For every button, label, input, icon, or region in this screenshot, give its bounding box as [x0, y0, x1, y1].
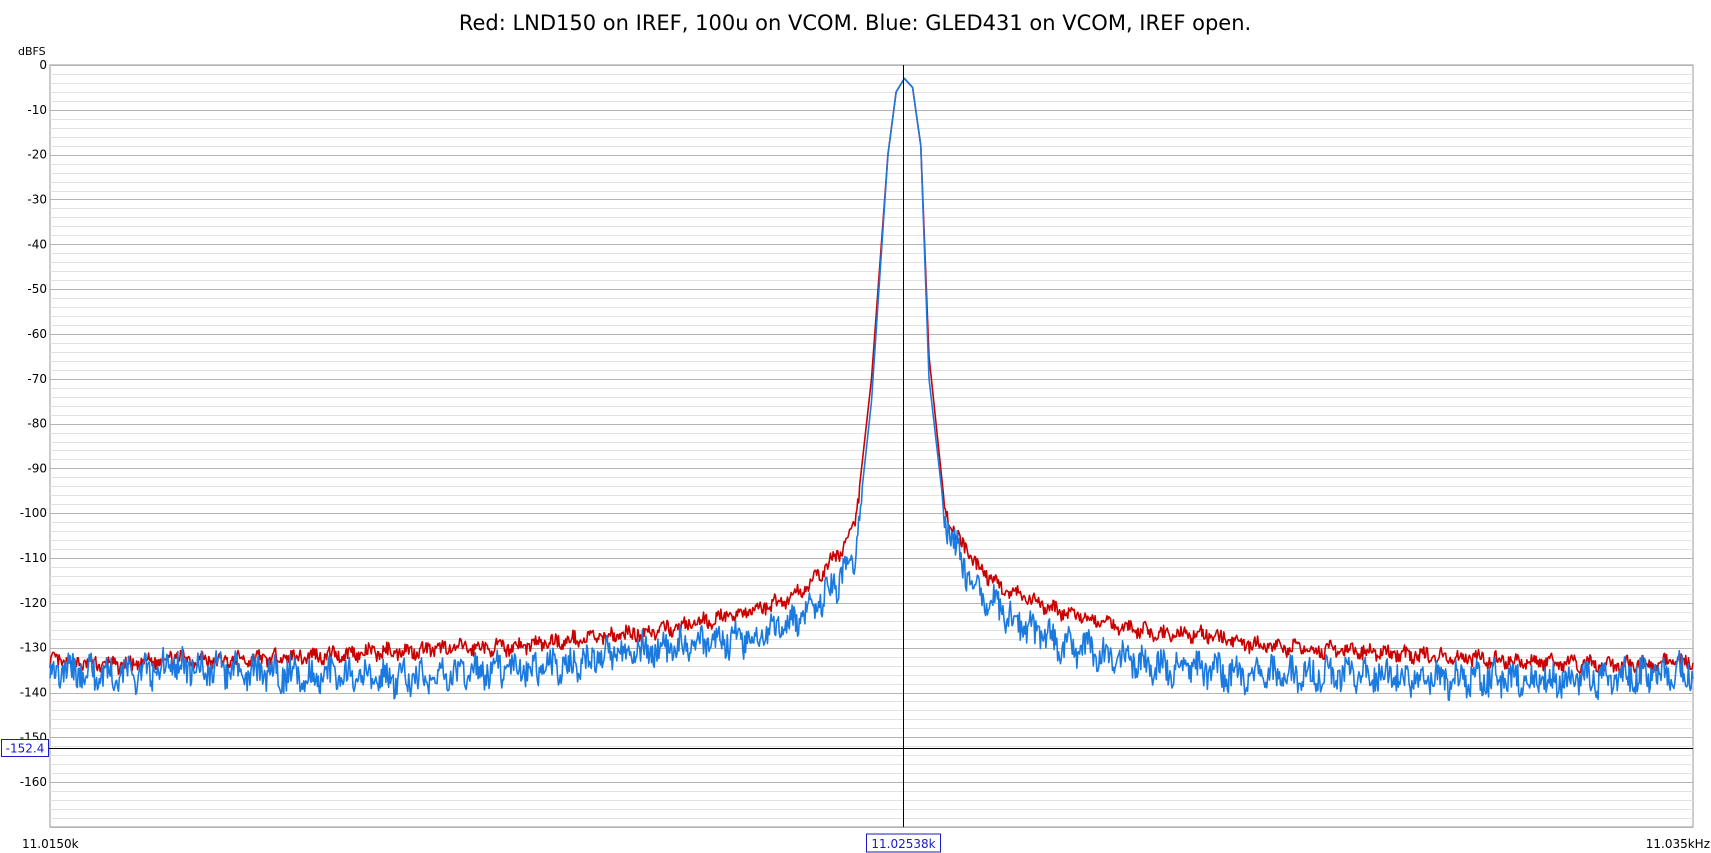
series-red-line	[49, 77, 1694, 676]
y-tick-label: -10	[27, 103, 47, 117]
y-tick-label: -160	[20, 775, 47, 789]
plot-area	[49, 64, 1694, 828]
x-axis-max-label: 11.035kHz	[1646, 837, 1710, 851]
cursor-x-readout-box	[866, 833, 941, 853]
x-axis-min-label: 11.0150k	[22, 837, 79, 851]
y-tick-label: -50	[27, 282, 47, 296]
y-tick-label: -40	[27, 237, 47, 251]
y-tick-label: -20	[27, 148, 47, 162]
y-tick-label: -120	[20, 596, 47, 610]
y-tick-label: -130	[20, 641, 47, 655]
y-tick-label: -110	[20, 551, 47, 565]
y-tick-label: -140	[20, 686, 47, 700]
y-axis-unit: dBFS	[18, 45, 46, 58]
series-blue-line	[49, 77, 1694, 701]
y-tick-label: -80	[27, 417, 47, 431]
y-tick-label: -60	[27, 327, 47, 341]
y-tick-label: 0	[39, 58, 47, 72]
cursor-y-readout-box	[1, 739, 49, 757]
y-axis-ticks: 0 -10 -20 -30 -40 -50 -60 -70 -80 -90 -100 -110 -120…	[20, 58, 47, 789]
y-tick-label: -90	[27, 461, 47, 475]
cursor-x-readout: 11.02538k	[871, 837, 935, 851]
y-tick-label: -70	[27, 372, 47, 386]
y-tick-label: -30	[27, 192, 47, 206]
cursor-y-readout: -152.4	[6, 742, 45, 756]
chart-title: Red: LND150 on IREF, 100u on VCOM. Blue:…	[459, 11, 1251, 35]
series-group	[49, 77, 1694, 701]
grid-lines	[50, 65, 1693, 828]
plot-frame	[49, 64, 1694, 828]
cursor-group[interactable]: -152.4 11.02538k	[1, 65, 1693, 853]
y-tick-label: -100	[20, 506, 47, 520]
